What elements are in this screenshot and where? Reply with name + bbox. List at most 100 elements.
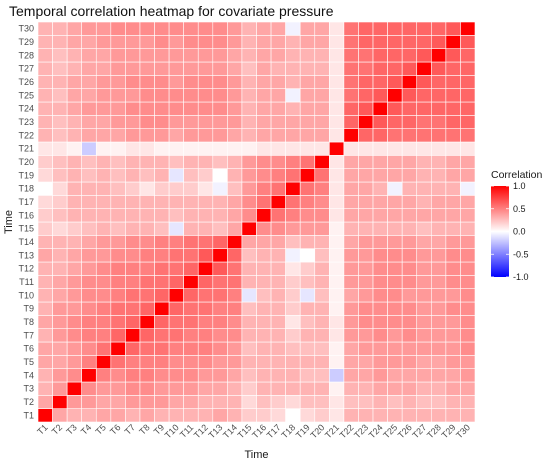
heatmap-cell-T16-T20 [256, 155, 272, 169]
y-tick-label-T29: T29 [18, 37, 34, 47]
heatmap-cell-T22-T6 [343, 341, 359, 356]
y-tick-label-T26: T26 [18, 77, 34, 87]
heatmap-cell-T2-T14 [52, 235, 68, 249]
heatmap-cell-T13-T12 [212, 261, 228, 276]
heatmap-cell-T22-T1 [343, 408, 359, 423]
heatmap-cell-T21-T27 [329, 61, 345, 76]
heatmap-cell-T8-T26 [139, 75, 155, 89]
heatmap-cell-T8-T7 [139, 328, 155, 343]
heatmap-cell-T3-T1 [66, 408, 82, 423]
heatmap-cell-T25-T12 [387, 261, 403, 276]
heatmap-cell-T7-T2 [125, 395, 141, 409]
heatmap-cell-T5-T6 [95, 341, 112, 356]
legend-label-0.5: 0.5 [513, 204, 526, 214]
heatmap-cell-T27-T17 [416, 195, 432, 209]
y-tick-label-T14: T14 [18, 237, 34, 247]
heatmap-cell-T25-T6 [387, 341, 403, 356]
heatmap-cell-T5-T4 [95, 368, 112, 383]
heatmap-cell-T8-T9 [139, 301, 155, 316]
heatmap-cell-T30-T23 [460, 115, 476, 129]
heatmap-cell-T21-T17 [329, 195, 345, 209]
heatmap-cell-T8-T16 [139, 208, 155, 223]
heatmap-cell-T17-T15 [270, 221, 286, 236]
heatmap-cell-T16-T15 [256, 221, 272, 236]
heatmap-cell-T15-T10 [241, 288, 257, 303]
heatmap-cell-T16-T26 [256, 75, 272, 89]
heatmap-cell-T5-T12 [95, 261, 112, 276]
heatmap-cell-T9-T27 [154, 61, 170, 76]
heatmap-cell-T10-T18 [168, 181, 184, 196]
heatmap-cell-T25-T24 [387, 101, 403, 116]
heatmap-cell-T27-T1 [416, 408, 432, 423]
heatmap-cell-T28-T18 [430, 181, 447, 196]
heatmap-cell-T9-T25 [154, 88, 170, 103]
heatmap-cell-T3-T22 [66, 128, 82, 143]
heatmap-cell-T29-T5 [445, 355, 461, 369]
heatmap-cell-T25-T10 [387, 288, 403, 303]
heatmap-cell-T15-T18 [241, 181, 257, 196]
heatmap-cell-T10-T3 [168, 381, 184, 396]
heatmap-cell-T24-T22 [372, 128, 388, 143]
heatmap-cell-T28-T23 [430, 115, 447, 129]
heatmap-cell-T22-T8 [343, 315, 359, 329]
heatmap-cell-T18-T29 [285, 35, 301, 49]
heatmap-cell-T16-T2 [256, 395, 272, 409]
heatmap-cell-T19-T11 [299, 275, 316, 289]
y-tick-label-T20: T20 [18, 157, 34, 167]
heatmap-cell-T18-T28 [285, 48, 301, 63]
heatmap-cell-T19-T12 [299, 261, 316, 276]
heatmap-cell-T18-T16 [285, 208, 301, 223]
heatmap-cell-T2-T27 [52, 61, 68, 76]
heatmap-cell-T14-T24 [227, 101, 243, 116]
heatmap-cell-T3-T16 [66, 208, 82, 223]
heatmap-cell-T8-T20 [139, 155, 155, 169]
heatmap-cell-T30-T3 [460, 381, 476, 396]
heatmap-cell-T12-T19 [197, 168, 214, 183]
heatmap-cell-T14-T12 [227, 261, 243, 276]
heatmap-cell-T22-T13 [343, 248, 359, 263]
heatmap-cell-T24-T11 [372, 275, 388, 289]
heatmap-cell-T26-T20 [401, 155, 418, 169]
heatmap-cell-T1-T21 [37, 141, 53, 156]
heatmap-cell-T9-T15 [154, 221, 170, 236]
heatmap-cell-T16-T8 [256, 315, 272, 329]
heatmap-cell-T8-T18 [139, 181, 155, 196]
heatmap-cell-T18-T30 [285, 21, 301, 36]
heatmap-cell-T4-T1 [81, 408, 97, 423]
heatmap-cell-T17-T9 [270, 301, 286, 316]
heatmap-cells [37, 21, 476, 423]
heatmap-cell-T4-T15 [81, 221, 97, 236]
heatmap-cell-T8-T23 [139, 115, 155, 129]
heatmap-cell-T27-T13 [416, 248, 432, 263]
heatmap-cell-T30-T6 [460, 341, 476, 356]
heatmap-cell-T13-T15 [212, 221, 228, 236]
y-tick-label-T30: T30 [18, 24, 34, 34]
heatmap-cell-T15-T12 [241, 261, 257, 276]
heatmap-cell-T22-T26 [343, 75, 359, 89]
heatmap-cell-T4-T21 [81, 141, 97, 156]
heatmap-cell-T5-T21 [95, 141, 112, 156]
heatmap-cell-T16-T30 [256, 21, 272, 36]
heatmap-cell-T14-T5 [227, 355, 243, 369]
heatmap-cell-T14-T1 [227, 408, 243, 423]
x-tick-label-T4: T4 [79, 422, 94, 437]
heatmap-cell-T21-T3 [329, 381, 345, 396]
heatmap-cell-T20-T19 [314, 168, 330, 183]
heatmap-cell-T12-T20 [197, 155, 214, 169]
heatmap-cell-T25-T7 [387, 328, 403, 343]
heatmap-cell-T20-T15 [314, 221, 330, 236]
heatmap-cell-T21-T25 [329, 88, 345, 103]
heatmap-cell-T8-T14 [139, 235, 155, 249]
heatmap-cell-T11-T25 [183, 88, 199, 103]
heatmap-cell-T8-T1 [139, 408, 155, 423]
heatmap-cell-T9-T18 [154, 181, 170, 196]
heatmap-cell-T19-T26 [299, 75, 316, 89]
chart-title: Temporal correlation heatmap for covaria… [9, 3, 334, 19]
heatmap-cell-T16-T12 [256, 261, 272, 276]
heatmap-cell-T10-T16 [168, 208, 184, 223]
heatmap-cell-T28-T5 [430, 355, 447, 369]
heatmap-cell-T19-T17 [299, 195, 316, 209]
heatmap-cell-T28-T4 [430, 368, 447, 383]
heatmap-cell-T8-T10 [139, 288, 155, 303]
heatmap-cell-T20-T20 [314, 155, 330, 169]
